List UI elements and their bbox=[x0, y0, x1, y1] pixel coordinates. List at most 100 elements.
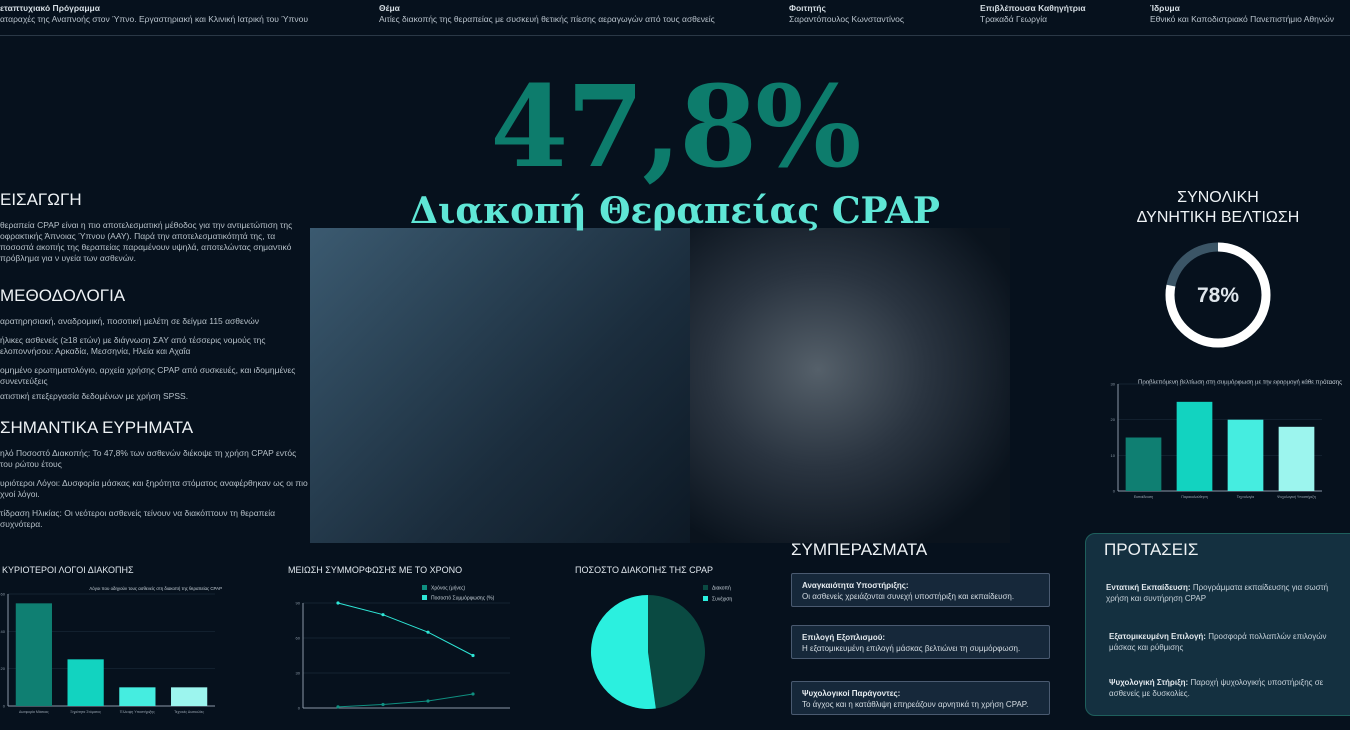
y-tick-label: 20 bbox=[1, 666, 6, 671]
chart-title: Προβλεπόμενη βελτίωση στη συμμόρφωση με … bbox=[1138, 379, 1342, 386]
header-label: Θέμα bbox=[379, 3, 400, 13]
proposal-item: Εντατική Εκπαίδευση: Προγράμματα εκπαίδε… bbox=[1106, 582, 1346, 604]
header-topic: Θέμα Αιτίες διακοπής της θεραπείας με συσ… bbox=[379, 3, 715, 25]
y-tick-label: 60 bbox=[296, 636, 301, 641]
y-tick-label: 10 bbox=[1111, 453, 1116, 458]
bar bbox=[67, 659, 104, 706]
proposal-item: Ψυχολογική Στήριξη: Παροχή ψυχολογικής υ… bbox=[1109, 677, 1349, 699]
section-title: ΜΕΘΟΔΟΛΟΓΙΑ bbox=[0, 286, 126, 305]
conclusion-card: Αναγκαιότητα Υποστήριξης: Οι ασθενείς χρε… bbox=[791, 573, 1050, 607]
proposals-panel: ΠΡΟΤΑΣΕΙΣ Εντατική Εκπαίδευση: Προγράμμα… bbox=[1085, 533, 1350, 716]
finding-item: υριότεροι Λόγοι: Δυσφορία μάσκας και ξηρ… bbox=[0, 478, 308, 499]
conclusion-head: Επιλογή Εξοπλισμού: bbox=[802, 633, 886, 642]
improvement-ring: 78% bbox=[1165, 242, 1271, 348]
bar bbox=[1125, 437, 1162, 491]
conclusion-text: Το άγχος και η κατάθλιψη επηρεάζουν αρνη… bbox=[802, 700, 1029, 709]
data-point bbox=[471, 653, 475, 658]
pie-section-title: ΠΟΣΟΣΤΟ ΔΙΑΚΟΠΗΣ ΤΗΣ CPAP bbox=[575, 565, 714, 575]
proposal-head: Εξατομικευμένη Επιλογή: bbox=[1109, 632, 1206, 641]
x-tick-label: Δυσφορία Μάσκας bbox=[19, 710, 49, 714]
header-supervisor: Επιβλέπουσα Καθηγήτρια Τρακαδά Γεωργία bbox=[980, 3, 1086, 25]
y-tick-label: 90 bbox=[296, 601, 301, 606]
y-tick-label: 0 bbox=[3, 704, 6, 709]
data-point bbox=[381, 613, 385, 617]
y-tick-label: 0 bbox=[298, 706, 301, 711]
conclusion-card: Επιλογή Εξοπλισμού: Η εξατομικευμένη επιλ… bbox=[791, 625, 1050, 659]
x-tick-label: Εκπαίδευση bbox=[1134, 495, 1153, 499]
improvement-title-line: ΣΥΝΟΛΙΚΗ bbox=[1177, 189, 1259, 206]
bar bbox=[1176, 401, 1213, 491]
header-label: εταπτυχιακό Πρόγραμμα bbox=[0, 3, 100, 13]
proposal-item: Εξατομικευμένη Επιλογή: Προσφορά πολλαπλ… bbox=[1109, 631, 1349, 653]
y-tick-label: 30 bbox=[296, 671, 301, 676]
data-point bbox=[381, 702, 385, 707]
improvement-title-line: ΔΥΝΗΤΙΚΗ ΒΕΛΤΙΩΣΗ bbox=[1136, 209, 1300, 226]
header-label: Φοιτητής bbox=[789, 3, 826, 13]
ring-value: 78% bbox=[1197, 284, 1239, 307]
x-tick-label: Ξηρότητα Στόματος bbox=[70, 710, 101, 714]
method-item: ήλικες ασθενείς (≥18 ετών) με διάγνωση Σ… bbox=[0, 335, 266, 356]
chart-title: Λόγοι που οδηγούν τους ασθενείς στη διακ… bbox=[89, 586, 222, 591]
header-label: Ίδρυμα bbox=[1150, 3, 1180, 13]
method-section: ΜΕΘΟΔΟΛΟΓΙΑ αρατηρησιακή, αναδρομική, πο… bbox=[0, 286, 310, 410]
ring-fill bbox=[1165, 242, 1271, 348]
proposal-text: Προγράμματα εκπαίδευσης για σωστή χρήση … bbox=[1106, 583, 1329, 603]
proposals-title: ΠΡΟΤΑΣΕΙΣ bbox=[1104, 540, 1199, 559]
improvement-bar-chart: Προβλεπόμενη βελτίωση στη συμμόρφωση με … bbox=[1111, 379, 1343, 499]
header-value: Σαραντόπουλος Κωνσταντίνος bbox=[789, 14, 904, 24]
data-point bbox=[471, 692, 475, 696]
improvement-title: ΣΥΝΟΛΙΚΗ ΔΥΝΗΤΙΚΗ ΒΕΛΤΙΩΣΗ bbox=[1118, 188, 1318, 228]
header-value: Αιτίες διακοπής της θεραπείας με συσκευή… bbox=[379, 14, 715, 24]
data-point bbox=[426, 699, 430, 703]
compliance-line-chart: 0 30 60 90 Χρόνος (μήνες) Ποσοστό Συμμόρφωσης… bbox=[296, 585, 510, 711]
section-title: ΕΙΣΑΓΩΓΗ bbox=[0, 190, 82, 209]
conclusion-text: Οι ασθενείς χρειάζονται συνεχή υποστήριξ… bbox=[802, 592, 1015, 601]
data-point bbox=[336, 705, 340, 709]
legend-label: Διακοπή bbox=[712, 585, 731, 592]
hero-photo-cpap-patients bbox=[310, 228, 1010, 543]
pie-slice bbox=[590, 595, 656, 709]
bar bbox=[1278, 426, 1315, 491]
y-tick-label: 40 bbox=[1, 629, 6, 634]
series-line bbox=[337, 693, 474, 708]
x-tick-label: Ψυχολογική Υποστήριξη bbox=[1277, 495, 1316, 499]
header-student: Φοιτητής Σαραντόπουλος Κωνσταντίνος bbox=[789, 3, 904, 25]
legend-label: Χρόνος (μήνες) bbox=[431, 585, 466, 592]
header-bar: εταπτυχιακό Πρόγραμμα αταραχές της Αναπνο… bbox=[0, 0, 1350, 36]
y-tick-label: 30 bbox=[1111, 382, 1116, 387]
header-value: Τρακαδά Γεωργία bbox=[980, 14, 1048, 24]
header-program: εταπτυχιακό Πρόγραμμα αταραχές της Αναπνο… bbox=[0, 3, 308, 25]
header-value: Εθνικό και Καποδιστριακό Πανεπιστήμιο Αθ… bbox=[1150, 14, 1334, 24]
proposal-text: Προσφορά πολλαπλών επιλογών μάσκας και ρ… bbox=[1109, 632, 1327, 652]
legend-swatch bbox=[703, 596, 708, 601]
reasons-bar-chart: Λόγοι που οδηγούν τους ασθενείς στη διακ… bbox=[1, 586, 223, 714]
proposal-head: Ψυχολογική Στήριξη: bbox=[1109, 678, 1189, 687]
conclusion-text: Η εξατομικευμένη επιλογή μάσκας βελτιώνε… bbox=[802, 644, 1021, 653]
finding-item: ηλό Ποσοστό Διακοπής: Το 47,8% των ασθεν… bbox=[0, 448, 297, 469]
header-value: αταραχές της Αναπνοής στον Ύπνο. Εργαστη… bbox=[0, 14, 308, 24]
discontinuation-pie-chart: Διακοπή Συνέχιση bbox=[590, 585, 732, 709]
legend-swatch bbox=[422, 585, 427, 590]
conclusion-head: Ψυχολογικοί Παράγοντες: bbox=[802, 689, 901, 698]
data-point bbox=[336, 601, 340, 605]
method-item: ατιστική επεξεργασία δεδομένων με χρήση … bbox=[0, 391, 189, 401]
intro-text: θεραπεία CPAP είναι η πιο αποτελεσματική… bbox=[0, 220, 293, 263]
proposal-text: Παροχή ψυχολογικής υποστήριξης σε ασθενε… bbox=[1109, 678, 1324, 698]
intro-section: ΕΙΣΑΓΩΓΗ θεραπεία CPAP είναι η πιο αποτε… bbox=[0, 190, 310, 272]
data-point bbox=[426, 630, 430, 634]
legend-swatch bbox=[422, 595, 427, 600]
compliance-section-title: ΜΕΙΩΣΗ ΣΥΜΜΟΡΦΩΣΗΣ ΜΕ ΤΟ ΧΡΟΝΟ bbox=[288, 565, 463, 575]
series-line bbox=[337, 602, 474, 656]
method-item: αρατηρησιακή, αναδρομική, ποσοτική μελέτ… bbox=[0, 316, 259, 326]
section-title: ΣΗΜΑΝΤΙΚΑ ΕΥΡΗΜΑΤΑ bbox=[0, 418, 194, 437]
method-item: ομημένο ερωτηματολόγιο, αρχεία χρήσης CP… bbox=[0, 365, 296, 386]
photo-tired-man bbox=[690, 228, 1010, 543]
hero-title: Διακοπή Θεραπείας CPAP bbox=[410, 190, 940, 232]
bar bbox=[1227, 419, 1264, 491]
proposal-head: Εντατική Εκπαίδευση: bbox=[1106, 583, 1191, 592]
x-tick-label: Παρακολούθηση bbox=[1181, 495, 1207, 499]
legend-label: Συνέχιση bbox=[712, 596, 732, 603]
y-tick-label: 60 bbox=[1, 592, 6, 597]
hero-percentage: 47,8% bbox=[490, 62, 861, 193]
conclusion-head: Αναγκαιότητα Υποστήριξης: bbox=[802, 581, 909, 590]
